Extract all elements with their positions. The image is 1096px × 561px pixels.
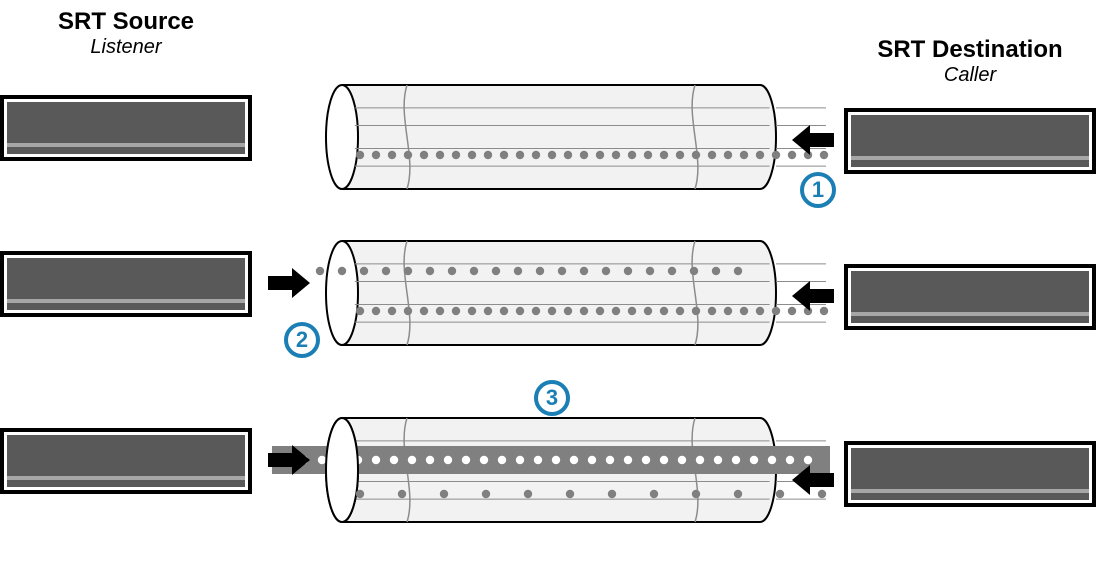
device-dest_row2 (844, 264, 1096, 330)
pipe (326, 241, 826, 345)
step-badge-1: 1 (800, 172, 836, 208)
device-dest_row3 (844, 441, 1096, 507)
step-badge-2: 2 (284, 322, 320, 358)
diagram-stage: SRT Source Listener SRT Destination Call… (0, 0, 1096, 561)
pipe (326, 85, 826, 189)
arrow (792, 281, 834, 311)
arrow (268, 268, 310, 298)
step-badge-3: 3 (534, 380, 570, 416)
device-source_row1 (0, 95, 252, 161)
device-source_row3 (0, 428, 252, 494)
arrow (792, 125, 834, 155)
row3-pipe-left-opening-top (326, 418, 358, 522)
device-dest_row1 (844, 108, 1096, 174)
device-source_row2 (0, 251, 252, 317)
